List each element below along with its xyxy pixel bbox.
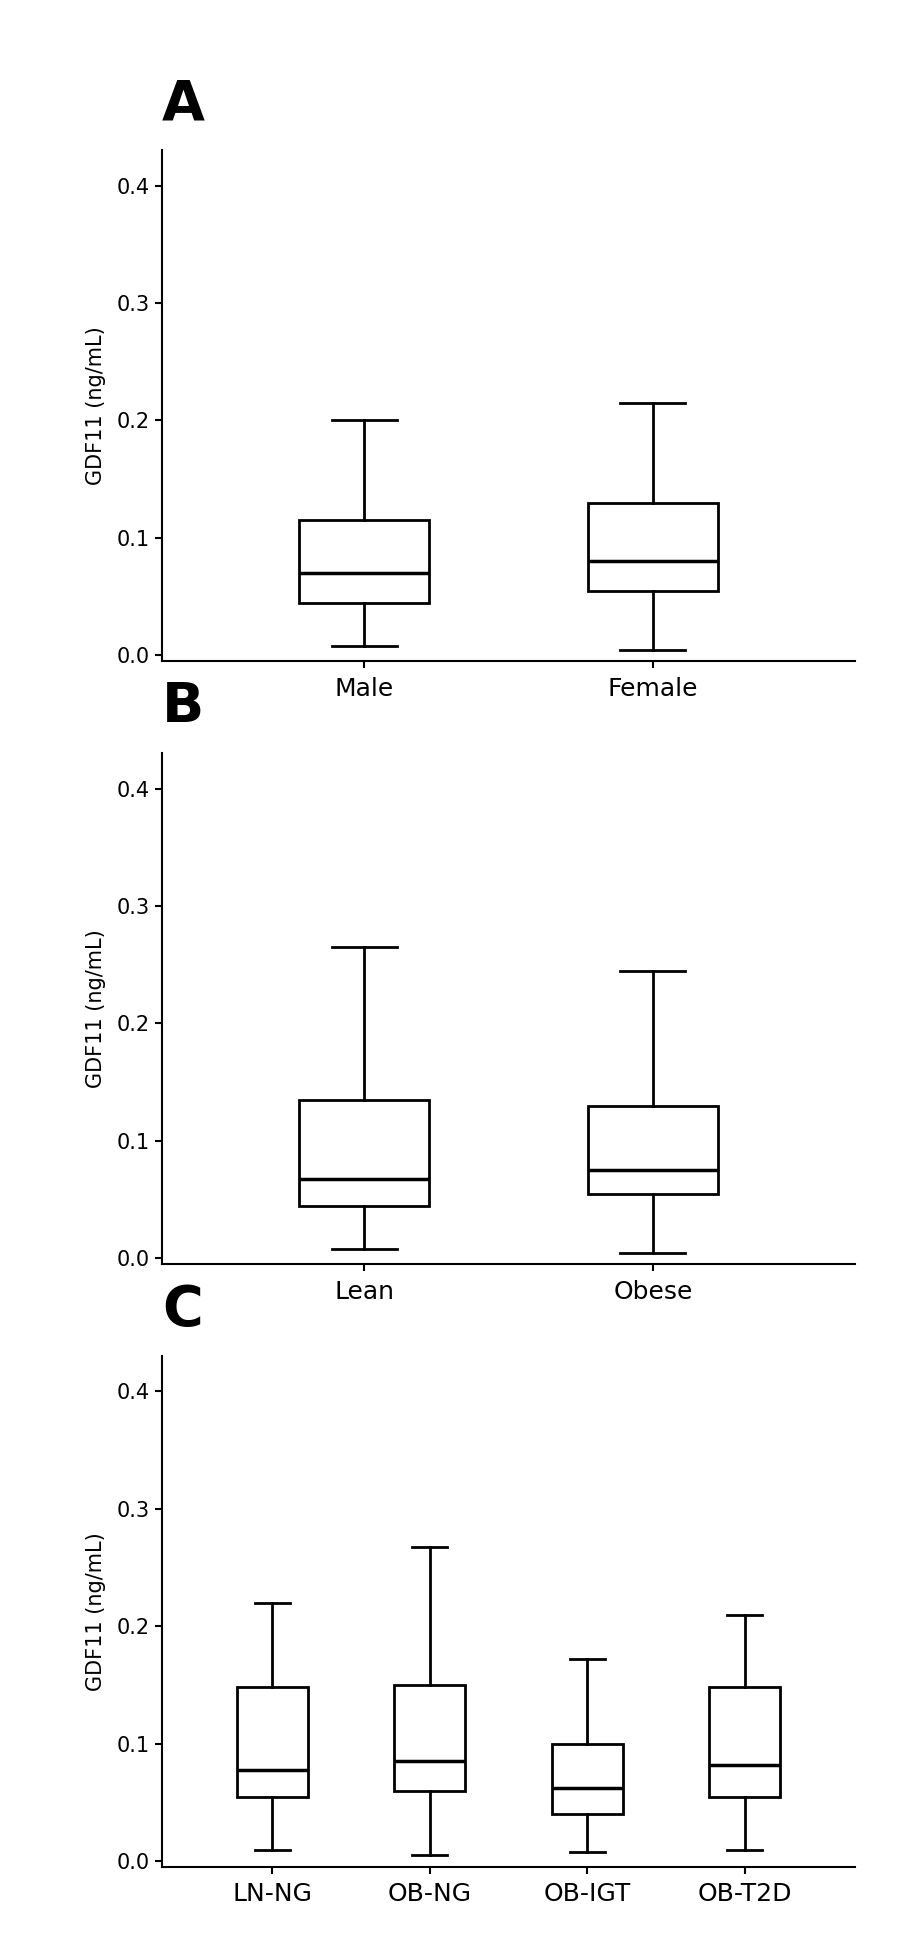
Text: B: B — [162, 681, 204, 735]
Text: A: A — [162, 78, 205, 132]
Y-axis label: GDF11 (ng/mL): GDF11 (ng/mL) — [86, 930, 106, 1087]
PathPatch shape — [237, 1688, 308, 1797]
PathPatch shape — [552, 1745, 623, 1815]
PathPatch shape — [394, 1684, 465, 1791]
Y-axis label: GDF11 (ng/mL): GDF11 (ng/mL) — [86, 327, 106, 484]
PathPatch shape — [299, 1099, 429, 1206]
Text: C: C — [162, 1284, 202, 1338]
PathPatch shape — [709, 1688, 780, 1797]
PathPatch shape — [588, 1105, 718, 1194]
Y-axis label: GDF11 (ng/mL): GDF11 (ng/mL) — [86, 1533, 106, 1690]
PathPatch shape — [588, 502, 718, 591]
PathPatch shape — [299, 521, 429, 603]
